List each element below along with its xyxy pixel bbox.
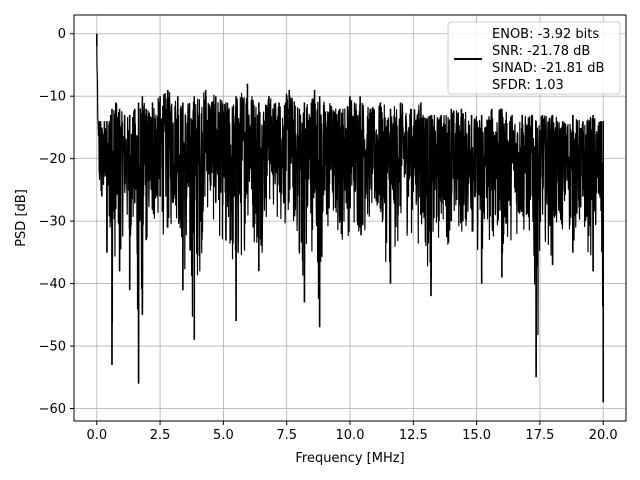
legend-sfdr: SFDR: 1.03 bbox=[492, 78, 564, 93]
y-tick-label: −40 bbox=[39, 277, 66, 292]
legend-snr: SNR: -21.78 dB bbox=[492, 44, 590, 59]
x-tick-label: 7.5 bbox=[276, 428, 297, 443]
y-tick-label: −30 bbox=[39, 215, 66, 230]
y-axis-label: PSD [dB] bbox=[14, 189, 29, 247]
x-tick-label: 17.5 bbox=[525, 428, 554, 443]
y-tick-label: −60 bbox=[39, 402, 66, 417]
x-axis-label: Frequency [MHz] bbox=[295, 451, 404, 466]
x-tick-label: 5.0 bbox=[213, 428, 234, 443]
y-tick-label: −50 bbox=[39, 340, 66, 355]
x-ticks: 0.0 2.5 5.0 7.5 10.0 12.5 15.0 17.5 20.0 bbox=[86, 421, 618, 443]
series-group bbox=[95, 33, 605, 403]
legend-sinad: SINAD: -21.81 dB bbox=[492, 61, 604, 76]
x-tick-label: 10.0 bbox=[336, 428, 365, 443]
y-ticks: 0 −10 −20 −30 −40 −50 −60 bbox=[39, 27, 74, 417]
legend-box bbox=[447, 21, 621, 95]
x-tick-label: 20.0 bbox=[589, 428, 618, 443]
x-tick-label: 2.5 bbox=[150, 428, 171, 443]
y-tick-label: −20 bbox=[39, 152, 66, 167]
plot-region bbox=[95, 33, 605, 403]
legend: ENOB: -3.92 bits SNR: -21.78 dB SINAD: -… bbox=[447, 21, 621, 95]
x-tick-label: 0.0 bbox=[86, 428, 107, 443]
y-tick-label: 0 bbox=[58, 27, 66, 42]
y-tick-label: −10 bbox=[39, 90, 66, 105]
x-tick-label: 12.5 bbox=[399, 428, 428, 443]
legend-enob: ENOB: -3.92 bits bbox=[492, 27, 599, 42]
x-tick-label: 15.0 bbox=[462, 428, 491, 443]
